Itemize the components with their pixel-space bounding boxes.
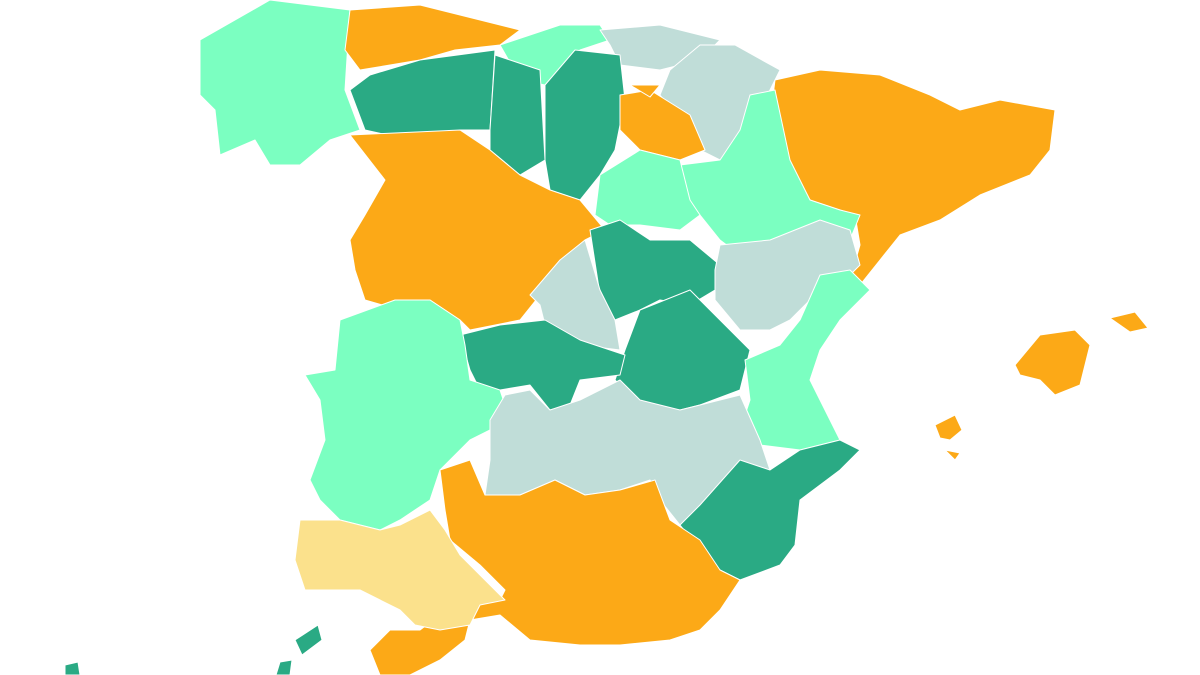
region-galicia[interactable] xyxy=(199,0,361,166)
region-mallorca[interactable] xyxy=(1014,329,1091,396)
region-burgos[interactable] xyxy=(544,49,626,201)
region-island-1[interactable] xyxy=(294,624,323,656)
southern-islands xyxy=(64,624,323,675)
region-menorca[interactable] xyxy=(1109,311,1149,333)
region-la-rioja[interactable] xyxy=(619,89,706,161)
region-island-2[interactable] xyxy=(275,659,293,675)
mainland xyxy=(199,0,1056,675)
balearic-islands xyxy=(934,311,1149,461)
region-soria-segovia[interactable] xyxy=(594,149,701,231)
region-asturias[interactable] xyxy=(344,4,521,71)
region-madrid[interactable] xyxy=(529,239,621,351)
region-ibiza[interactable] xyxy=(934,414,963,441)
region-formentera[interactable] xyxy=(944,449,961,461)
region-island-3[interactable] xyxy=(64,661,81,675)
region-andalusia-west[interactable] xyxy=(294,509,506,631)
region-extremadura[interactable] xyxy=(304,299,506,531)
region-alava-enclave[interactable] xyxy=(629,84,661,98)
region-castilla-west[interactable] xyxy=(349,129,606,331)
